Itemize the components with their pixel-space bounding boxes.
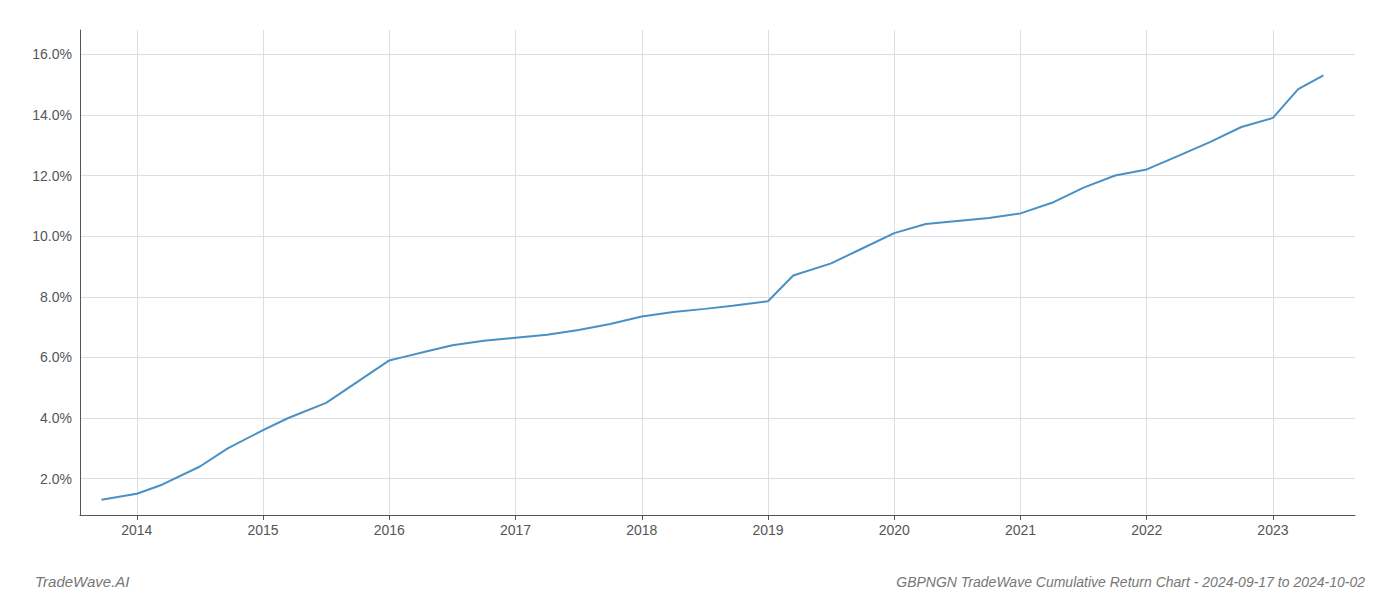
svg-text:2015: 2015: [247, 522, 278, 538]
svg-text:2023: 2023: [1257, 522, 1288, 538]
svg-text:14.0%: 14.0%: [32, 107, 72, 123]
svg-text:2017: 2017: [500, 522, 531, 538]
svg-text:16.0%: 16.0%: [32, 46, 72, 62]
svg-text:2022: 2022: [1131, 522, 1162, 538]
svg-text:12.0%: 12.0%: [32, 168, 72, 184]
svg-text:2020: 2020: [879, 522, 910, 538]
svg-text:2019: 2019: [752, 522, 783, 538]
svg-text:2014: 2014: [121, 522, 152, 538]
svg-text:2018: 2018: [626, 522, 657, 538]
svg-text:8.0%: 8.0%: [40, 289, 72, 305]
svg-text:2016: 2016: [374, 522, 405, 538]
svg-text:TradeWave.AI: TradeWave.AI: [35, 573, 129, 590]
svg-text:2.0%: 2.0%: [40, 471, 72, 487]
svg-text:10.0%: 10.0%: [32, 228, 72, 244]
svg-text:4.0%: 4.0%: [40, 410, 72, 426]
svg-text:2021: 2021: [1005, 522, 1036, 538]
svg-text:GBPNGN TradeWave Cumulative Re: GBPNGN TradeWave Cumulative Return Chart…: [896, 574, 1365, 590]
svg-text:6.0%: 6.0%: [40, 349, 72, 365]
